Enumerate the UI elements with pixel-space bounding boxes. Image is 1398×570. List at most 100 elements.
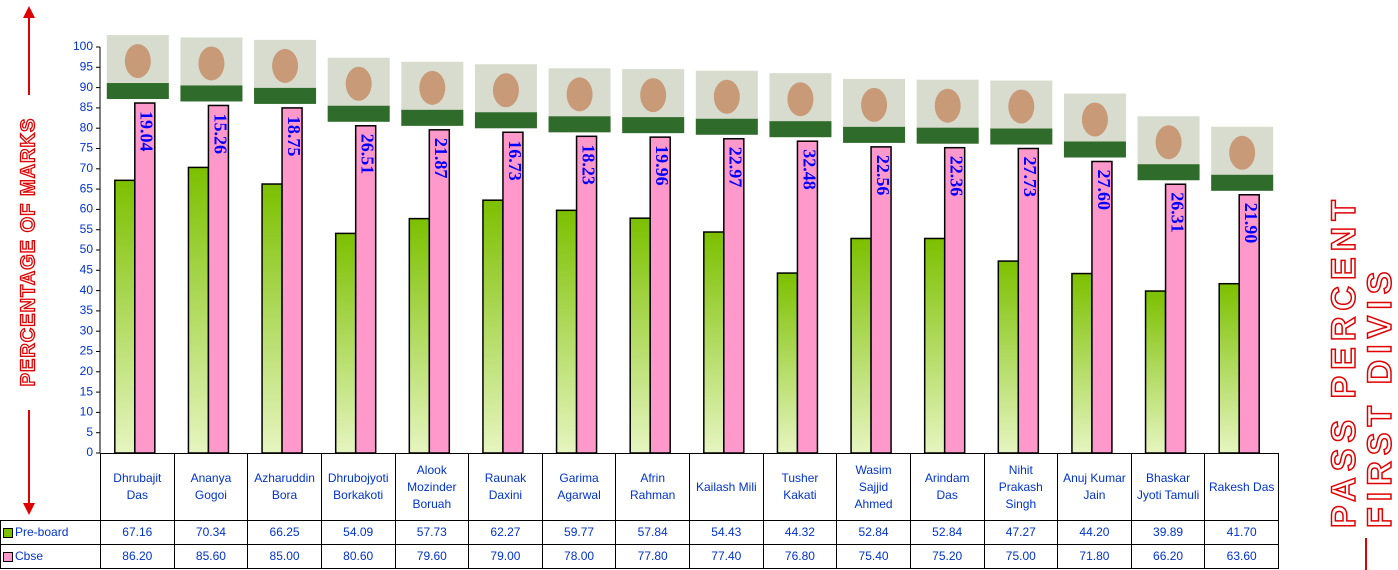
value-cell: 79.60 bbox=[395, 544, 470, 569]
y-tick-label: 35 bbox=[80, 303, 94, 317]
value-cell: 77.80 bbox=[615, 544, 690, 569]
value-cell: 79.00 bbox=[468, 544, 543, 569]
side-title: PASS PERCENT bbox=[1325, 194, 1363, 528]
y-tick-label: 15 bbox=[80, 384, 94, 398]
value-cell: 47.27 bbox=[984, 520, 1059, 545]
legend-label: Pre-board bbox=[15, 524, 68, 541]
y-tick-label: 50 bbox=[80, 242, 94, 256]
y-tick-label: 45 bbox=[80, 262, 94, 276]
face bbox=[419, 71, 445, 105]
uniform bbox=[990, 129, 1052, 145]
y-tick-label: 25 bbox=[80, 344, 94, 358]
face bbox=[493, 73, 519, 107]
y-tick-label: 80 bbox=[80, 120, 94, 134]
bar-annotation: 16.73 bbox=[505, 140, 525, 181]
value-cell: 41.70 bbox=[1204, 520, 1279, 545]
y-axis-label: PERCENTAGE OF MARKS bbox=[17, 118, 39, 387]
face bbox=[198, 46, 224, 80]
uniform bbox=[180, 85, 242, 101]
face bbox=[1156, 125, 1182, 159]
bar-annotation: 19.04 bbox=[137, 111, 157, 152]
bar bbox=[409, 219, 429, 453]
arrow-head bbox=[23, 6, 35, 18]
bar-annotation: 22.97 bbox=[726, 147, 746, 188]
bar bbox=[282, 108, 302, 453]
bar bbox=[208, 105, 228, 453]
category-cell: Tusher Kakati bbox=[763, 453, 838, 521]
bar-annotation: 22.36 bbox=[947, 156, 967, 197]
value-cell: 57.84 bbox=[615, 520, 690, 545]
bar bbox=[557, 210, 577, 453]
category-cell: Kailash Mili bbox=[689, 453, 764, 521]
value-cell: 63.60 bbox=[1204, 544, 1279, 569]
face bbox=[272, 49, 298, 83]
table-corner bbox=[0, 453, 101, 521]
category-cell: Arindam Das bbox=[910, 453, 985, 521]
category-cell: Nihit Prakash Singh bbox=[984, 453, 1059, 521]
face bbox=[935, 89, 961, 123]
legend-cell: Cbse bbox=[0, 544, 101, 569]
uniform bbox=[254, 88, 316, 104]
face bbox=[861, 88, 887, 122]
category-cell: Alook Mozinder Boruah bbox=[395, 453, 470, 521]
category-cell: Anuj Kumar Jain bbox=[1057, 453, 1132, 521]
bar bbox=[483, 200, 503, 453]
face bbox=[567, 77, 593, 111]
legend-swatch bbox=[3, 552, 13, 562]
bar bbox=[336, 233, 356, 453]
value-cell: 54.43 bbox=[689, 520, 764, 545]
bar-annotation: 26.51 bbox=[358, 134, 378, 175]
category-cell: Rakesh Das bbox=[1204, 453, 1279, 521]
face bbox=[125, 44, 151, 78]
bar-annotation: 21.90 bbox=[1241, 203, 1261, 244]
face bbox=[1008, 90, 1034, 124]
uniform bbox=[328, 106, 390, 122]
value-cell: 57.73 bbox=[395, 520, 470, 545]
bar-annotation: 27.60 bbox=[1094, 169, 1114, 210]
uniform bbox=[622, 117, 684, 133]
y-tick-label: 75 bbox=[80, 141, 94, 155]
value-cell: 44.32 bbox=[763, 520, 838, 545]
value-cell: 78.00 bbox=[542, 544, 617, 569]
bar bbox=[1219, 284, 1239, 453]
value-cell: 52.84 bbox=[836, 520, 911, 545]
bar-annotation: 19.96 bbox=[652, 145, 672, 186]
bar bbox=[1072, 274, 1092, 453]
value-cell: 77.40 bbox=[689, 544, 764, 569]
uniform bbox=[1211, 175, 1273, 191]
value-cell: 85.00 bbox=[247, 544, 322, 569]
bar bbox=[1146, 291, 1166, 453]
bar-annotation: 18.23 bbox=[578, 144, 598, 185]
bar-annotation: 27.73 bbox=[1020, 157, 1040, 198]
bar-annotation: 18.75 bbox=[284, 116, 304, 156]
category-cell: Bhaskar Jyoti Tamuli bbox=[1131, 453, 1206, 521]
category-cell: Wasim Sajjid Ahmed bbox=[836, 453, 911, 521]
category-cell: Raunak Daxini bbox=[468, 453, 543, 521]
value-cell: 66.25 bbox=[247, 520, 322, 545]
value-cell: 59.77 bbox=[542, 520, 617, 545]
bar bbox=[356, 126, 376, 453]
uniform bbox=[917, 128, 979, 144]
bar-annotation: 21.87 bbox=[431, 138, 451, 179]
bar bbox=[925, 238, 945, 453]
face bbox=[714, 80, 740, 114]
y-tick-label: 100 bbox=[73, 39, 93, 53]
category-cell: Dhrubajit Das bbox=[100, 453, 175, 521]
value-cell: 67.16 bbox=[100, 520, 175, 545]
y-tick-label: 60 bbox=[80, 202, 94, 216]
bar-annotation: 32.48 bbox=[799, 149, 819, 190]
value-cell: 76.80 bbox=[763, 544, 838, 569]
bar bbox=[851, 238, 871, 453]
uniform bbox=[1064, 141, 1126, 157]
uniform bbox=[107, 83, 169, 99]
value-cell: 62.27 bbox=[468, 520, 543, 545]
y-tick-label: 95 bbox=[80, 59, 94, 73]
y-tick-label: 30 bbox=[80, 323, 94, 337]
category-cell: Azharuddin Bora bbox=[247, 453, 322, 521]
y-tick-label: 70 bbox=[80, 161, 94, 175]
legend-label: Cbse bbox=[15, 548, 43, 565]
bar bbox=[998, 261, 1018, 453]
value-cell: 86.20 bbox=[100, 544, 175, 569]
face bbox=[787, 82, 813, 116]
bar bbox=[262, 184, 282, 453]
